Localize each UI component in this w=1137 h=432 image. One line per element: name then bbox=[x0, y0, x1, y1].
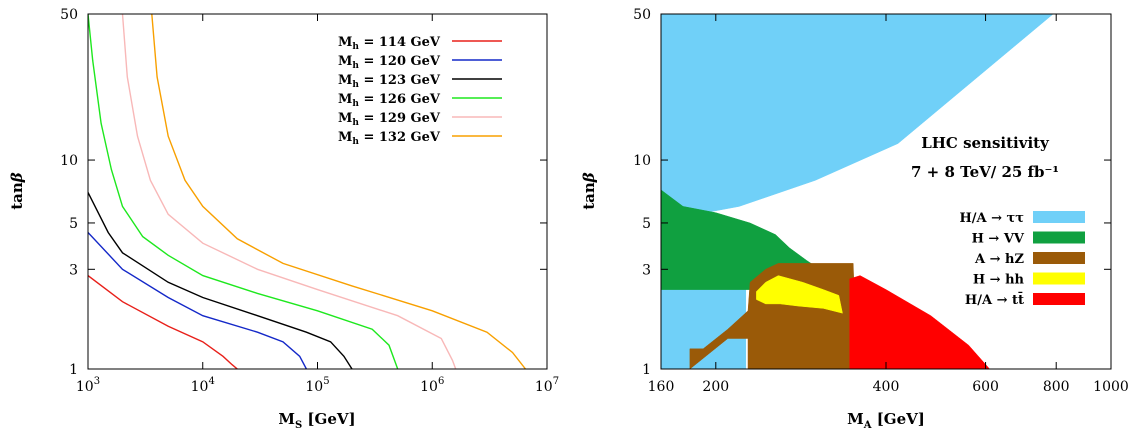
legend-swatch-4 bbox=[1033, 272, 1085, 285]
left-x-axis-title: MS [GeV] bbox=[278, 410, 355, 431]
right-chart-areas bbox=[661, 14, 1054, 369]
left-chart-ticks: 103 104 105 106 107 1 3 5 10 50 bbox=[60, 7, 559, 395]
series-line-2 bbox=[88, 232, 308, 369]
legend-label-4: H → hh bbox=[973, 273, 1025, 288]
right-chart: 160 200 400 600 800 1000 1 3 5 10 50 H/A → ττ H → V… bbox=[580, 7, 1129, 431]
y-tick-label: 1 bbox=[69, 362, 78, 378]
y-tick-label: 3 bbox=[642, 262, 651, 278]
legend-label-4: Mh = 126 GeV bbox=[338, 92, 441, 109]
legend-label-3: Mh = 123 GeV bbox=[338, 73, 441, 90]
x-tick-label: 105 bbox=[305, 376, 329, 395]
region-5-1 bbox=[849, 275, 990, 369]
y-tick-label: 1 bbox=[642, 362, 651, 378]
x-tick-label: 104 bbox=[191, 376, 215, 395]
series-line-6 bbox=[151, 14, 527, 369]
x-tick-label: 160 bbox=[648, 379, 675, 395]
y-tick-label: 5 bbox=[642, 216, 651, 232]
x-tick-label: 600 bbox=[972, 379, 999, 395]
y-tick-label: 10 bbox=[60, 153, 78, 169]
y-tick-label: 10 bbox=[633, 153, 651, 169]
series-line-4 bbox=[88, 14, 399, 369]
legend-swatch-5 bbox=[1033, 293, 1085, 305]
legend-label-2: Mh = 120 GeV bbox=[338, 54, 441, 71]
right-x-axis-title: MA [GeV] bbox=[847, 410, 925, 431]
legend-swatch-2 bbox=[1033, 231, 1085, 244]
x-tick-label: 106 bbox=[420, 376, 444, 395]
region-4-1 bbox=[756, 275, 843, 314]
right-y-axis-title: tanβ bbox=[580, 172, 598, 210]
legend-label-1: Mh = 114 GeV bbox=[338, 35, 441, 52]
right-chart-legend: H/A → ττ H → VV A → hZ H → hh H/A → tt̄ bbox=[959, 211, 1085, 308]
right-chart-ticks: 160 200 400 600 800 1000 1 3 5 10 50 bbox=[633, 7, 1129, 395]
region-1-1 bbox=[661, 14, 1054, 227]
series-line-1 bbox=[88, 275, 238, 369]
legend-swatch-1 bbox=[1033, 211, 1085, 223]
legend-label-2: H → VV bbox=[972, 232, 1025, 247]
y-tick-label: 50 bbox=[633, 7, 651, 23]
legend-swatch-3 bbox=[1033, 252, 1085, 264]
x-tick-label: 107 bbox=[535, 376, 559, 395]
y-tick-label: 50 bbox=[60, 7, 78, 23]
legend-label-5: H/A → tt̄ bbox=[965, 291, 1024, 308]
legend-label-3: A → hZ bbox=[974, 252, 1024, 267]
series-line-3 bbox=[88, 192, 353, 369]
x-tick-label: 1000 bbox=[1093, 379, 1129, 395]
y-tick-label: 5 bbox=[69, 216, 78, 232]
y-tick-label: 3 bbox=[69, 262, 78, 278]
x-tick-label: 103 bbox=[76, 376, 100, 395]
legend-label-1: H/A → ττ bbox=[959, 211, 1024, 226]
annotation-line-1: LHC sensitivity bbox=[921, 134, 1050, 152]
series-line-5 bbox=[121, 14, 457, 369]
x-tick-label: 200 bbox=[702, 379, 729, 395]
left-y-axis-title: tanβ bbox=[8, 172, 26, 210]
legend-label-6: Mh = 132 GeV bbox=[338, 130, 441, 147]
x-tick-label: 400 bbox=[873, 379, 900, 395]
annotation-line-2: 7 + 8 TeV/ 25 fb⁻¹ bbox=[911, 163, 1059, 181]
legend-label-5: Mh = 129 GeV bbox=[338, 111, 441, 128]
left-chart-lines bbox=[88, 14, 527, 369]
x-tick-label: 800 bbox=[1043, 379, 1070, 395]
left-chart-legend: Mh = 114 GeV Mh = 120 GeV Mh = 123 GeV Mh =… bbox=[338, 35, 502, 147]
